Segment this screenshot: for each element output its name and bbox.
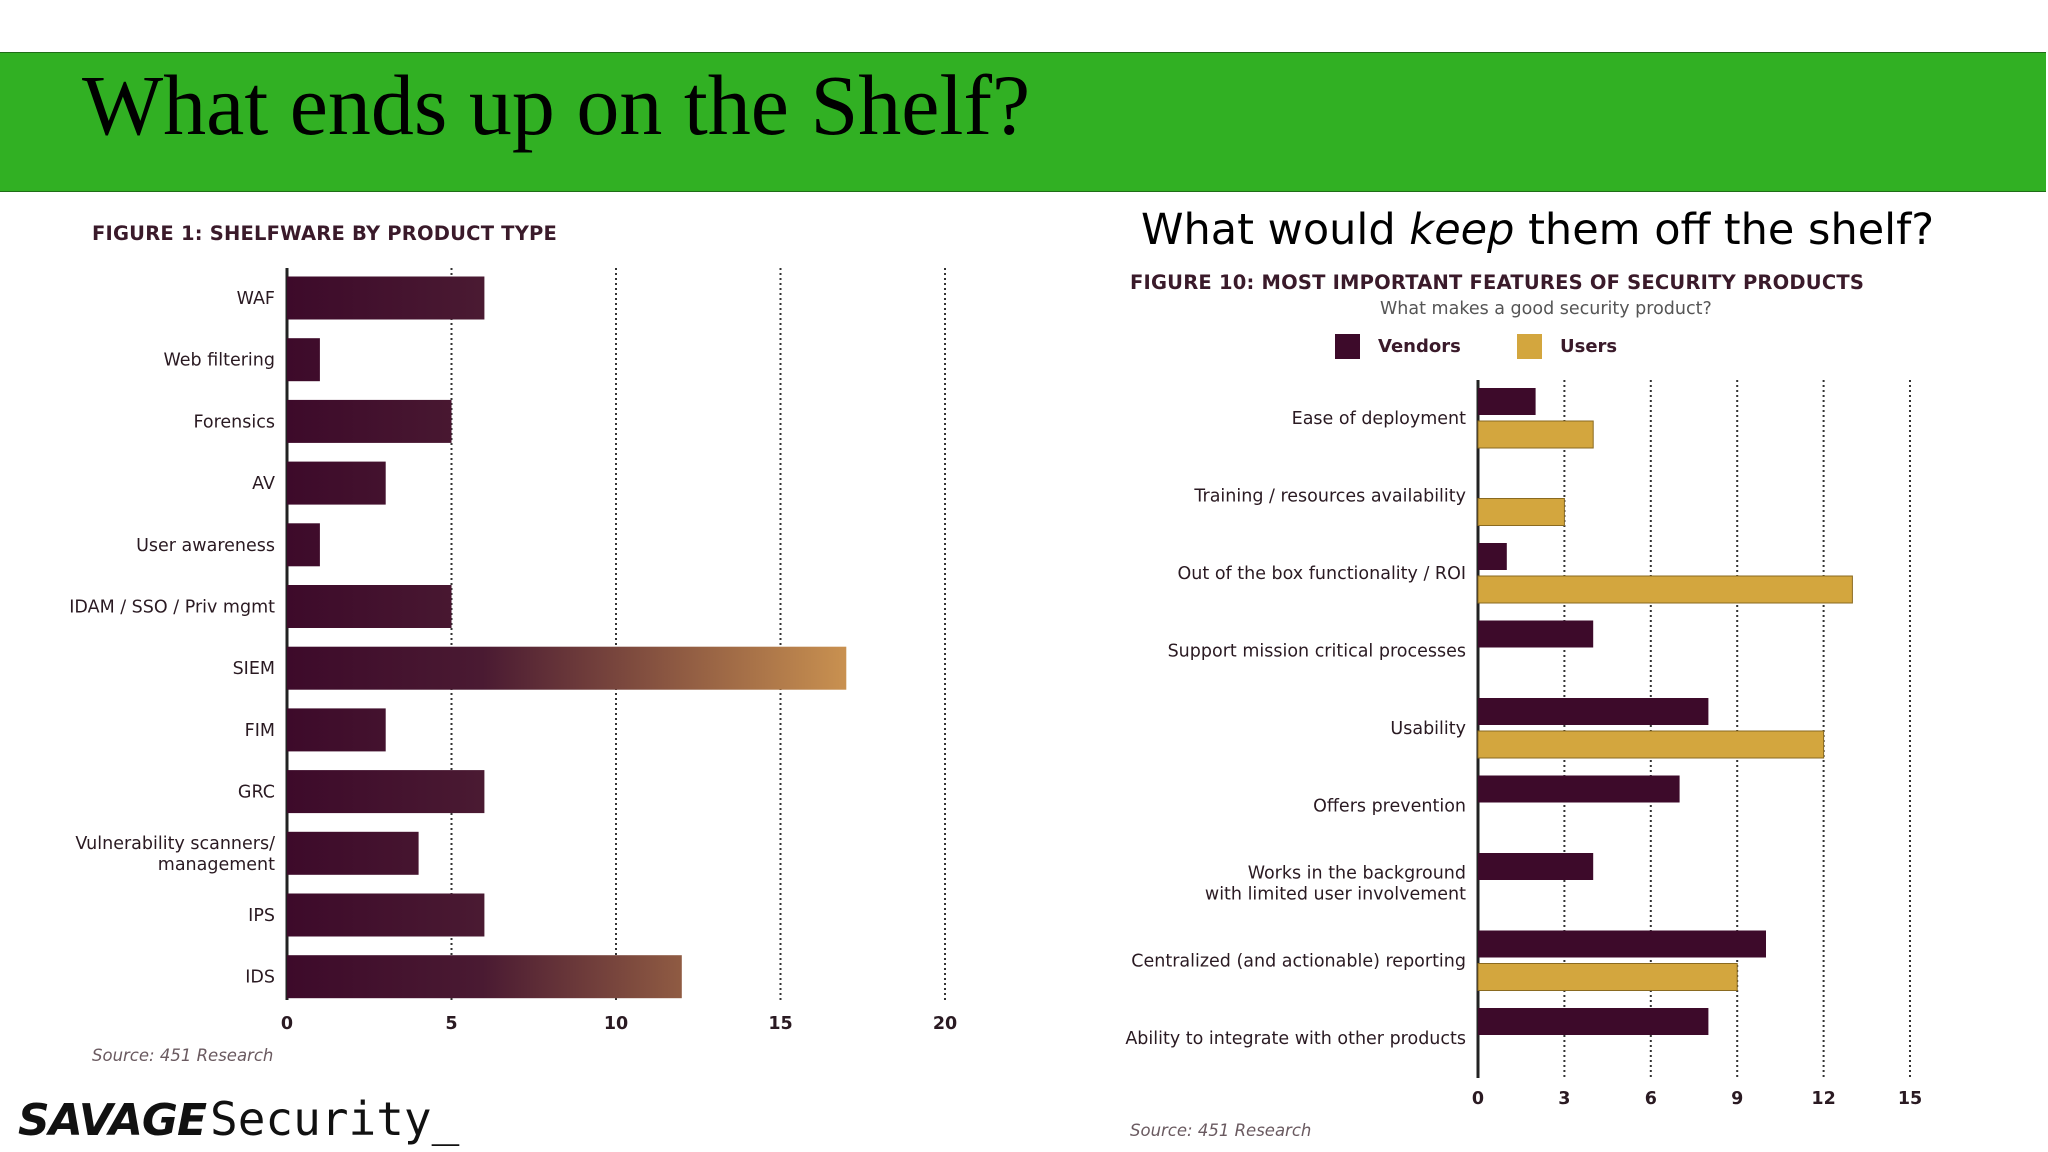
legend-users-label: Users xyxy=(1560,335,1618,357)
chart2-bar-vendors xyxy=(1478,698,1709,725)
chart2-category-label: Out of the box functionality / ROI xyxy=(1178,564,1466,584)
chart2-bar-users xyxy=(1477,498,1565,526)
legend-vendors-label: Vendors xyxy=(1378,335,1461,357)
chart1-tick-label: 15 xyxy=(768,1014,792,1034)
chart2-category-label: Training / resources availability xyxy=(1193,487,1466,507)
chart2-bar-users xyxy=(1477,963,1738,991)
chart2-bar-vendors xyxy=(1478,1008,1709,1035)
chart1-category-label: FIM xyxy=(245,721,275,741)
chart1-bar xyxy=(287,338,320,382)
chart1-category-label: AV xyxy=(252,474,275,494)
chart1-bar xyxy=(287,770,485,814)
figure1-title: FIGURE 1: SHELFWARE BY PRODUCT TYPE xyxy=(92,222,558,245)
chart2-category-label: Ease of deployment xyxy=(1292,409,1466,429)
chart2-bar-users xyxy=(1477,575,1853,604)
chart1-category-label: SIEM xyxy=(233,659,275,679)
chart2-bar-vendors xyxy=(1478,930,1766,958)
chart2-category-label: Usability xyxy=(1390,719,1466,739)
legend-users-swatch xyxy=(1517,333,1542,359)
chart2-bar-vendors xyxy=(1478,388,1536,415)
chart1-tick-label: 0 xyxy=(281,1014,293,1034)
logo-security: Security_ xyxy=(210,1092,460,1146)
chart1-bar xyxy=(287,955,682,999)
chart2-category-label: Support mission critical processes xyxy=(1168,642,1466,662)
chart1-bar xyxy=(287,399,452,443)
figure1-source: Source: 451 Research xyxy=(92,1046,274,1065)
chart1-bar xyxy=(287,708,386,752)
chart1-tick-label: 10 xyxy=(604,1014,628,1034)
chart2-category-label: Offers prevention xyxy=(1313,797,1466,817)
chart1-bar xyxy=(287,276,485,320)
chart2-tick-label: 0 xyxy=(1472,1089,1484,1109)
chart1-category-label: Web filtering xyxy=(164,351,276,371)
chart2-tick-label: 12 xyxy=(1811,1089,1835,1109)
figure10-subtitle: What makes a good security product? xyxy=(1380,299,1712,319)
chart1-category-label: Forensics xyxy=(193,412,275,432)
chart2-category-label: Works in the background with limited user… xyxy=(1205,864,1466,905)
legend-vendors-swatch xyxy=(1335,333,1360,359)
chart2-category-label: Centralized (and actionable) reporting xyxy=(1131,952,1466,972)
legend-vendors: Vendors xyxy=(1335,332,1461,360)
chart1-category-label: Vulnerability scanners/management xyxy=(75,834,275,875)
chart2-bar-users xyxy=(1477,420,1594,449)
chart1-category-label: User awareness xyxy=(136,536,275,556)
title-bar xyxy=(0,52,2046,192)
right-heading-emphasis: keep xyxy=(1409,205,1515,255)
chart1-bar xyxy=(287,523,320,567)
chart1-bar xyxy=(287,646,847,690)
right-heading-after: them off the shelf? xyxy=(1514,205,1935,255)
chart1-category-label: IDAM / SSO / Priv mgmt xyxy=(69,598,275,618)
chart2-tick-label: 15 xyxy=(1898,1089,1922,1109)
chart2-tick-label: 6 xyxy=(1645,1089,1657,1109)
right-heading-before: What would xyxy=(1141,205,1410,255)
chart2-bar-vendors xyxy=(1478,775,1680,803)
chart2-bar-vendors xyxy=(1478,620,1594,648)
chart1-bar xyxy=(287,893,485,937)
chart2-tick-label: 9 xyxy=(1731,1089,1743,1109)
chart1-bar xyxy=(287,831,419,875)
logo-savage: SAVAGE xyxy=(18,1095,207,1146)
chart2-bar-vendors xyxy=(1478,543,1507,570)
chart2-category-label: Ability to integrate with other products xyxy=(1125,1029,1466,1049)
chart1-category-label: WAF xyxy=(237,289,275,309)
chart2-tick-label: 3 xyxy=(1558,1089,1570,1109)
chart2-bar-users xyxy=(1477,730,1825,759)
chart2-bar-vendors xyxy=(1478,853,1594,880)
chart1-tick-label: 20 xyxy=(933,1014,957,1034)
chart1-tick-label: 5 xyxy=(445,1014,457,1034)
savage-security-logo: SAVAGE Security_ xyxy=(18,1092,460,1146)
figure10-source: Source: 451 Research xyxy=(1130,1121,1312,1140)
figure10-title: FIGURE 10: MOST IMPORTANT FEATURES OF SE… xyxy=(1130,271,1865,294)
chart1-bar xyxy=(287,461,386,505)
chart1-category-label: IDS xyxy=(245,968,275,988)
chart1-bar xyxy=(287,585,452,628)
chart1-category-label: IPS xyxy=(248,906,275,926)
legend-users: Users xyxy=(1517,332,1617,360)
chart1-category-label: GRC xyxy=(238,783,275,803)
right-heading: What would keep them off the shelf? xyxy=(1141,209,1934,252)
slide-title: What ends up on the Shelf? xyxy=(82,57,1031,153)
